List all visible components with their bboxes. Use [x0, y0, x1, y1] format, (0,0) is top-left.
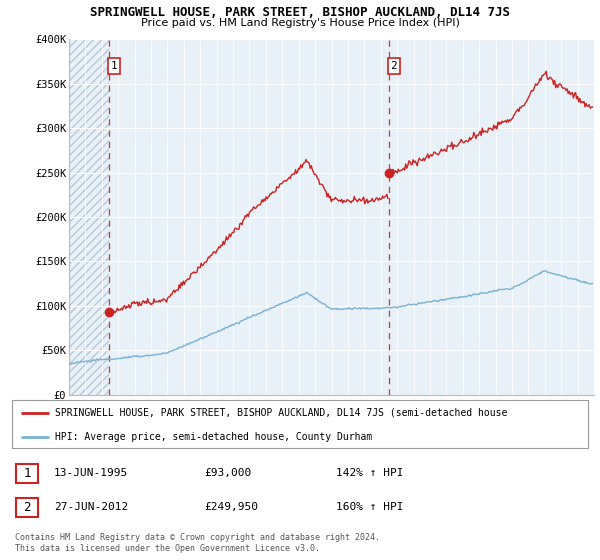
Text: £249,950: £249,950	[204, 502, 258, 512]
Text: £93,000: £93,000	[204, 468, 251, 478]
Bar	[69, 39, 109, 395]
Text: HPI: Average price, semi-detached house, County Durham: HPI: Average price, semi-detached house,…	[55, 432, 373, 442]
Text: 2: 2	[23, 501, 31, 514]
FancyBboxPatch shape	[12, 400, 588, 448]
FancyBboxPatch shape	[16, 498, 38, 517]
Text: 142% ↑ HPI: 142% ↑ HPI	[336, 468, 404, 478]
Text: SPRINGWELL HOUSE, PARK STREET, BISHOP AUCKLAND, DL14 7JS: SPRINGWELL HOUSE, PARK STREET, BISHOP AU…	[90, 6, 510, 18]
FancyBboxPatch shape	[16, 464, 38, 483]
Text: 27-JUN-2012: 27-JUN-2012	[54, 502, 128, 512]
Text: SPRINGWELL HOUSE, PARK STREET, BISHOP AUCKLAND, DL14 7JS (semi-detached house: SPRINGWELL HOUSE, PARK STREET, BISHOP AU…	[55, 408, 508, 418]
Text: 1: 1	[23, 467, 31, 480]
Text: 2: 2	[391, 61, 397, 71]
Text: 1: 1	[111, 61, 118, 71]
Text: Price paid vs. HM Land Registry's House Price Index (HPI): Price paid vs. HM Land Registry's House …	[140, 18, 460, 28]
Text: 13-JUN-1995: 13-JUN-1995	[54, 468, 128, 478]
Text: Contains HM Land Registry data © Crown copyright and database right 2024.
This d: Contains HM Land Registry data © Crown c…	[15, 533, 380, 553]
Text: 160% ↑ HPI: 160% ↑ HPI	[336, 502, 404, 512]
